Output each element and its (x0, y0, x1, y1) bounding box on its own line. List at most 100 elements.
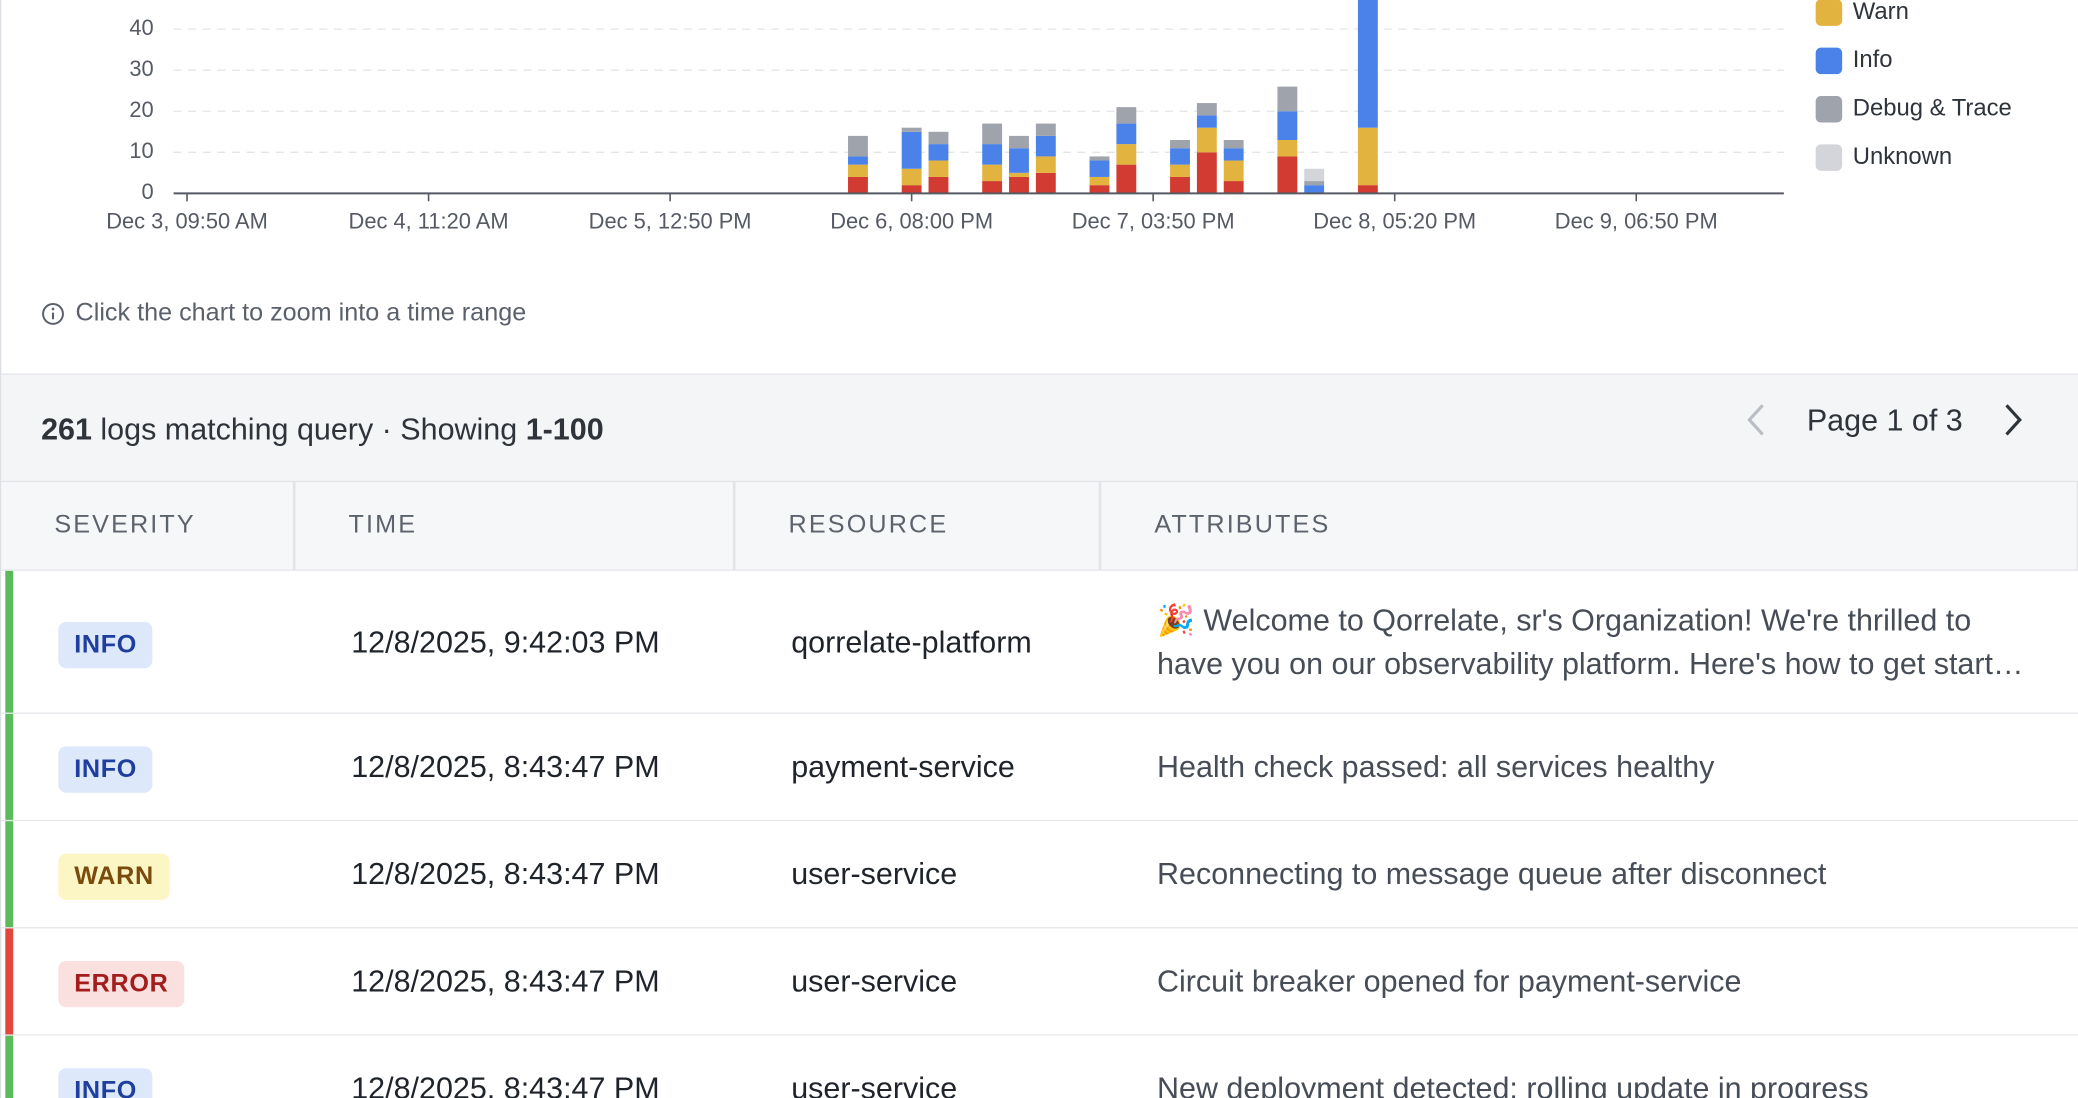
x-tick-label: Dec 8, 05:20 PM (1313, 208, 1476, 233)
bar-segment (1089, 160, 1110, 177)
pagination: Page 1 of 3 (1743, 401, 2026, 438)
table-header: SEVERITY TIME RESOURCE ATTRIBUTES (1, 480, 2078, 571)
y-tick-label: 30 (129, 56, 153, 81)
bar-segment (1196, 115, 1217, 128)
bar-segment (1035, 123, 1056, 136)
bar-segment (1170, 148, 1190, 165)
bar-segment (1009, 135, 1029, 149)
severity-cell: ERROR (58, 960, 185, 1008)
severity-badge: INFO (58, 621, 153, 668)
bar-segment (1089, 185, 1110, 194)
x-tick-label: Dec 3, 09:50 AM (106, 208, 268, 233)
resource: user-service (791, 856, 958, 891)
bar-segment (1035, 172, 1056, 194)
prev-page[interactable] (1743, 401, 1770, 438)
bar-segment (901, 168, 922, 186)
bar-segment (1116, 164, 1137, 194)
bar-segment (1196, 127, 1217, 153)
x-tick-label: Dec 7, 03:50 PM (1072, 208, 1235, 233)
y-tick-label: 40 (129, 15, 153, 40)
x-tick-label: Dec 9, 06:50 PM (1555, 208, 1718, 233)
bar-segment (901, 127, 922, 132)
resource: user-service (791, 963, 958, 999)
bar-segment (1357, 0, 1378, 128)
attributes: New deployment detected: rolling update … (1156, 1070, 1869, 1098)
log-row[interactable]: INFO 12/8/2025, 9:42:03 PM qorrelate-platf… (1, 570, 2078, 714)
column-header: RESOURCE (736, 482, 1102, 570)
severity-stripe (5, 1035, 14, 1098)
bar-segment (1277, 111, 1298, 140)
bar-segment (848, 176, 868, 194)
severity-cell: INFO (58, 620, 153, 668)
severity-badge: WARN (58, 853, 170, 900)
severity-cell: WARN (58, 852, 170, 900)
severity-cell: INFO (58, 1067, 153, 1098)
severity-cell: INFO (58, 745, 153, 793)
bar-segment (1009, 176, 1029, 194)
hint-text: Click the chart to zoom into a time rang… (75, 299, 527, 328)
range: 1-100 (525, 411, 604, 447)
info-icon (42, 302, 64, 325)
time: 12/8/2025, 8:43:47 PM (351, 749, 660, 784)
log-row[interactable]: WARN 12/8/2025, 8:43:47 PM user-service Rec… (1, 821, 2078, 929)
bar-segment (1196, 152, 1217, 194)
legend-label: Debug & Trace (1853, 95, 2012, 122)
page-label: Page 1 of 3 (1806, 401, 1963, 437)
legend-label: Warn (1853, 0, 1909, 25)
legend-label: Info (1853, 46, 1893, 73)
y-tick-label: 20 (129, 97, 153, 122)
bar-segment (1170, 139, 1190, 149)
bar-segment (1009, 172, 1029, 177)
resource: qorrelate-platform (791, 623, 1032, 659)
legend-swatch (1815, 47, 1843, 75)
column-header: ATTRIBUTES (1101, 482, 2078, 570)
next-page[interactable] (2000, 401, 2027, 438)
bar-segment (1035, 156, 1056, 173)
bar-segment (848, 156, 868, 165)
severity-badge: INFO (58, 1068, 153, 1098)
bar-segment (1009, 148, 1029, 173)
bar-segment (1089, 176, 1110, 186)
bar-segment (928, 131, 949, 145)
bar-segment (982, 181, 1003, 194)
bar-segment (1035, 135, 1056, 157)
count: 261 (41, 411, 92, 447)
log-row[interactable]: INFO 12/8/2025, 8:43:47 PM payment-service… (1, 713, 2078, 822)
column-header: TIME (296, 482, 736, 570)
bar-segment (1304, 168, 1325, 182)
bar-segment (1304, 185, 1325, 194)
x-tick-label: Dec 5, 12:50 PM (589, 208, 752, 233)
severity-stripe (5, 928, 14, 1035)
legend-swatch (1815, 96, 1843, 123)
bar-segment (1170, 164, 1190, 177)
bar-segment (982, 144, 1003, 165)
bar-segment (1116, 123, 1137, 145)
bar-segment (1223, 181, 1244, 194)
results-bar: 261 logs matching query · Showing 1-100 … (1, 373, 2078, 483)
time: 12/8/2025, 8:43:47 PM (351, 1070, 660, 1098)
attributes: Reconnecting to message queue after disc… (1156, 856, 1827, 891)
bar-segment (1277, 139, 1298, 157)
summary-text: logs matching query · Showing (100, 411, 518, 447)
bar-segment (1223, 148, 1244, 161)
log-row[interactable]: INFO 12/8/2025, 8:43:47 PM user-service New… (1, 1035, 2078, 1098)
bar-segment (901, 185, 922, 194)
bar-segment (1357, 185, 1378, 194)
bar-segment (1277, 156, 1298, 194)
bar-segment (901, 131, 922, 169)
severity-badge: ERROR (58, 960, 185, 1008)
bar-segment (1170, 176, 1190, 194)
y-tick-label: 0 (142, 179, 154, 204)
x-tick-label: Dec 4, 11:20 AM (349, 208, 509, 233)
log-row[interactable]: ERROR 12/8/2025, 8:43:47 PM user-service Ci… (1, 928, 2078, 1036)
bar-segment (1089, 156, 1110, 161)
bar-segment (1277, 86, 1298, 112)
bar-segment (982, 164, 1003, 182)
severity-stripe (5, 713, 14, 820)
bar-segment (928, 160, 949, 177)
severity-badge: INFO (58, 746, 153, 793)
severity-stripe (5, 821, 14, 928)
